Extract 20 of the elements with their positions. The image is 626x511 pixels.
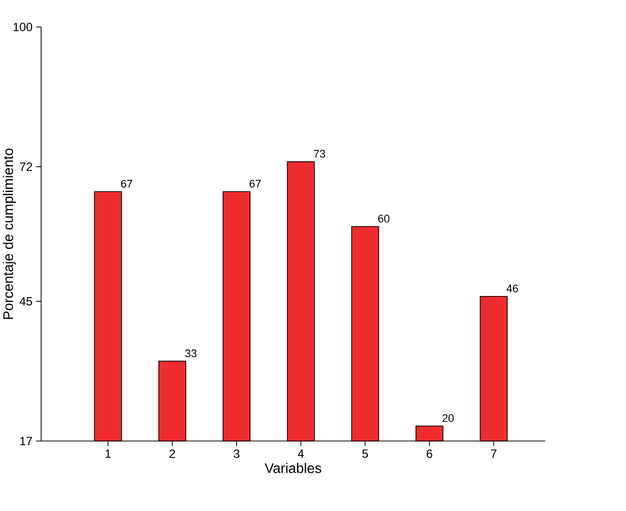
x-tick-label: 3 <box>234 450 240 458</box>
y-tick-label: 45 <box>20 297 32 306</box>
data-label: 67 <box>250 180 261 188</box>
data-label: 67 <box>121 180 132 188</box>
y-tick-label: 17 <box>20 436 32 446</box>
data-label: 46 <box>506 284 518 292</box>
x-axis-title: Variables <box>264 462 322 474</box>
y-axis-title: Porcentaje de cumplimiento <box>2 148 16 319</box>
x-tick-label: 4 <box>298 450 304 458</box>
x-tick-label: 5 <box>362 450 368 458</box>
data-label: 33 <box>185 349 197 358</box>
data-label: 20 <box>442 414 454 422</box>
data-label: 73 <box>314 150 326 158</box>
data-label: 60 <box>378 214 390 222</box>
x-tick-label: 7 <box>491 450 496 458</box>
y-tick-label: 72 <box>20 162 32 171</box>
x-tick-label: 6 <box>426 450 432 458</box>
y-tick-label: 100 <box>14 22 32 32</box>
x-tick-label: 1 <box>106 450 111 458</box>
x-tick-label: 2 <box>170 450 176 458</box>
